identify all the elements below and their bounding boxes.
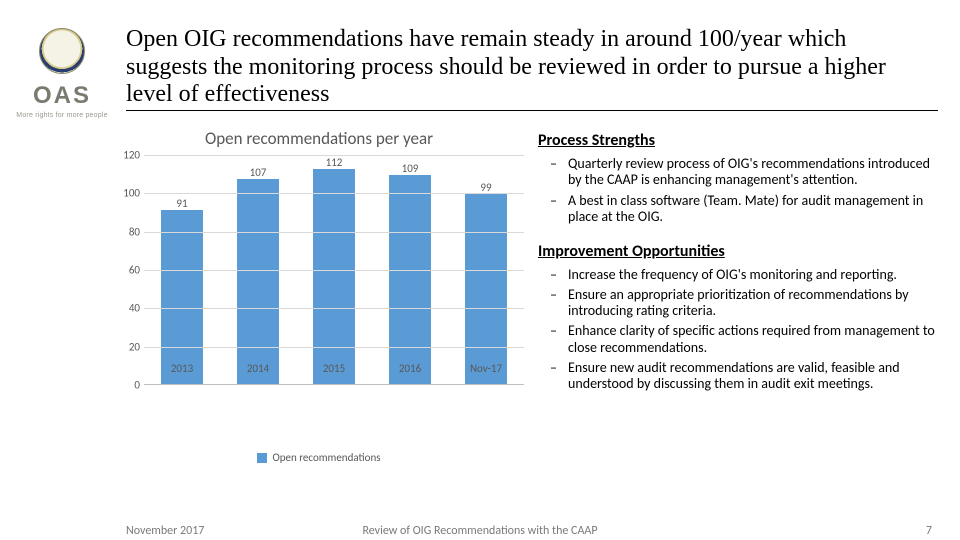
bar-rect [465,194,507,384]
chart: Open recommendations per year 91 107 112 10… [114,128,524,428]
slide: OAS More rights for more people Open OIG… [0,0,960,540]
x-tick: 2015 [299,362,369,375]
list-item: Enhance clarity of specific actions requ… [568,323,936,355]
y-tick: 0 [116,379,140,392]
bar: 99 [465,194,507,384]
text-panel: Process Strengths Quarterly review proce… [538,132,936,396]
list-item: Ensure an appropriate prioritization of … [568,287,936,319]
x-tick: 2014 [223,362,293,375]
x-tick: Nov-17 [451,362,521,375]
list-item: Increase the frequency of OIG's monitori… [568,267,936,283]
y-tick: 40 [116,302,140,315]
bar-rect [237,179,279,384]
oas-seal-icon [39,28,85,74]
bar: 112 [313,169,355,384]
grid-line [144,308,524,309]
bar-value-label: 109 [389,162,431,175]
legend-label: Open recommendations [272,451,380,464]
bar-rect [161,210,203,384]
improvements-heading: Improvement Opportunities [538,243,936,261]
strengths-heading: Process Strengths [538,132,936,150]
chart-title: Open recommendations per year [114,128,524,149]
chart-plot: 9110711210999 020406080100120 [144,155,524,385]
title-rule [126,110,938,111]
bar-value-label: 112 [313,156,355,169]
grid-line [144,232,524,233]
legend-swatch-icon [257,453,267,463]
bar-value-label: 91 [161,197,203,210]
grid-line [144,155,524,156]
bar-value-label: 107 [237,166,279,179]
x-tick: 2013 [147,362,217,375]
logo-text: OAS [12,82,112,110]
footer-center: Review of OIG Recommendations with the C… [0,524,960,538]
logo-block: OAS More rights for more people [12,28,112,119]
bar-rect [389,175,431,384]
grid-line [144,270,524,271]
y-tick: 100 [116,187,140,200]
bar: 109 [389,175,431,384]
bar-value-label: 99 [465,181,507,194]
y-tick: 60 [116,264,140,277]
bar-rect [313,169,355,384]
strengths-list: Quarterly review process of OIG's recomm… [538,156,936,224]
y-tick: 80 [116,225,140,238]
y-tick: 120 [116,149,140,162]
y-tick: 20 [116,340,140,353]
footer-page: 7 [926,524,932,538]
page-title: Open OIG recommendations have remain ste… [126,26,926,109]
x-tick: 2016 [375,362,445,375]
grid-line [144,193,524,194]
grid-line [144,347,524,348]
logo-tagline: More rights for more people [12,112,112,119]
improvements-list: Increase the frequency of OIG's monitori… [538,267,936,392]
list-item: Quarterly review process of OIG's recomm… [568,156,936,188]
bar: 107 [237,179,279,384]
bar: 91 [161,210,203,384]
list-item: A best in class software (Team. Mate) fo… [568,193,936,225]
list-item: Ensure new audit recommendations are val… [568,360,936,392]
chart-legend: Open recommendations [114,451,524,464]
